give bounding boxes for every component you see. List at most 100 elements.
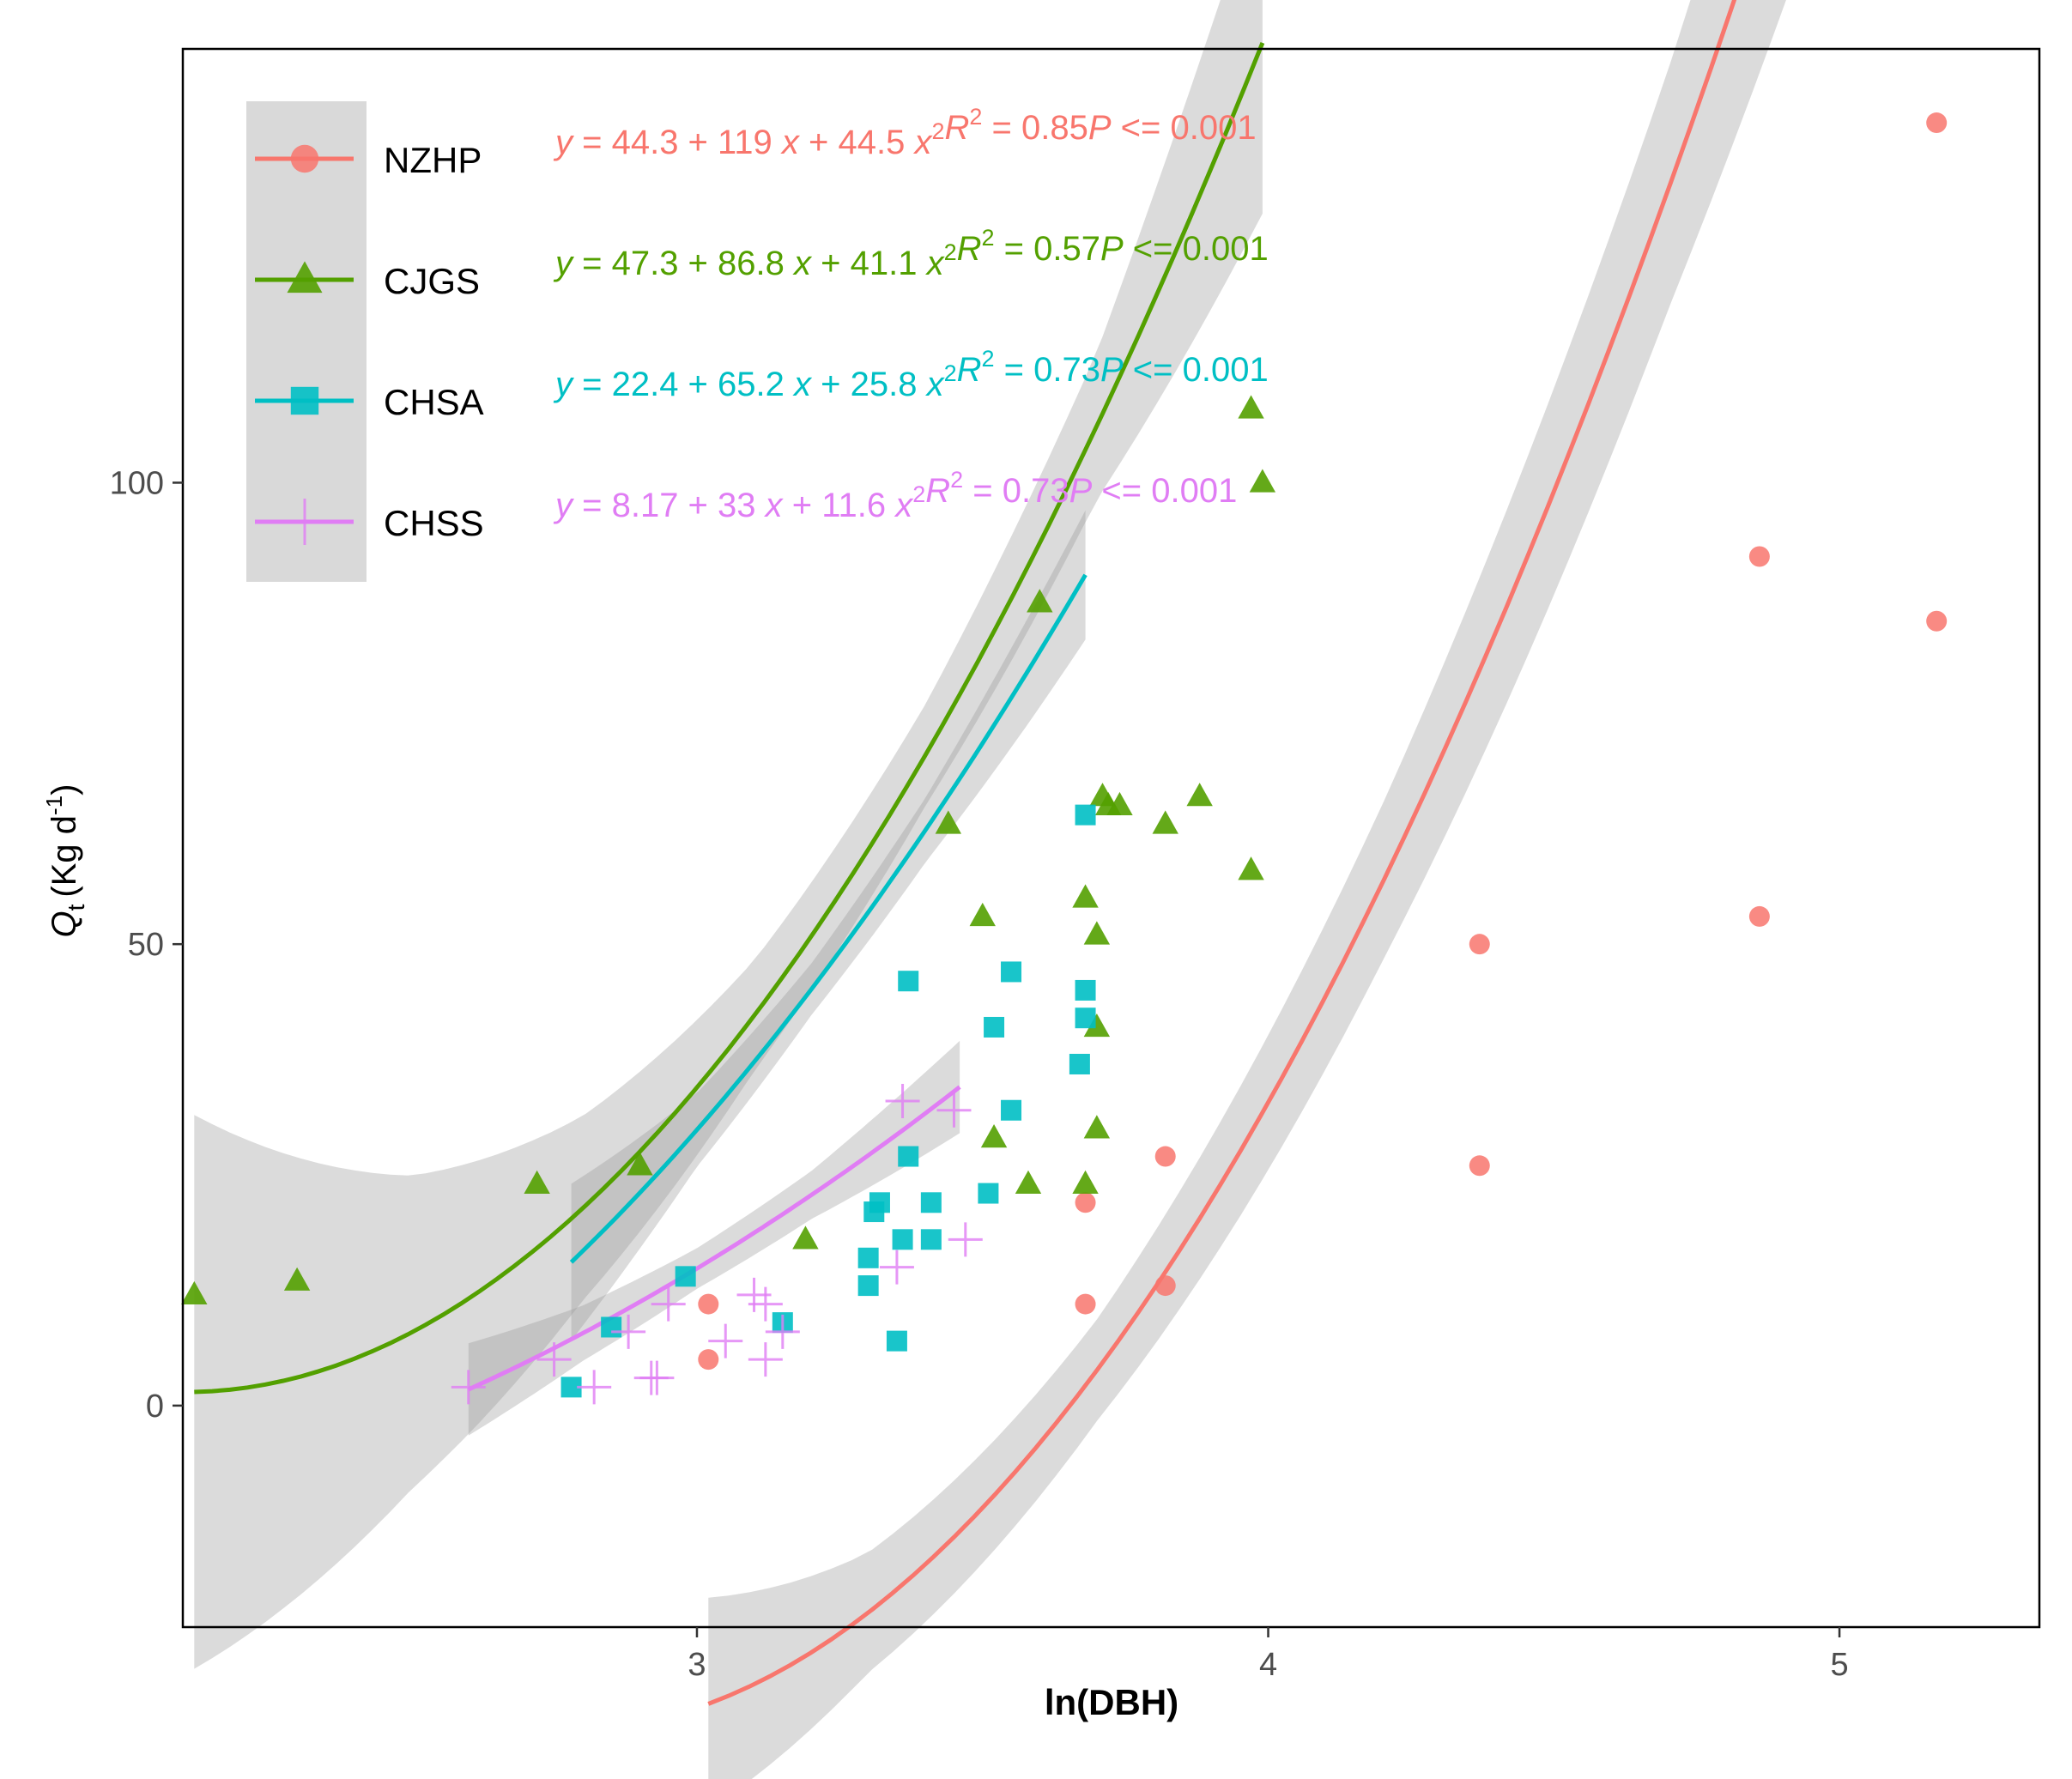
point-chsa-16	[1001, 1099, 1022, 1121]
point-chsa-8	[886, 1330, 907, 1352]
point-cjgs-1	[283, 1267, 311, 1291]
point-cjgs-12	[1083, 921, 1111, 945]
point-nzhp-3	[1075, 1293, 1096, 1315]
point-chss-12	[879, 1250, 914, 1285]
point-nzhp-8	[1748, 546, 1770, 567]
point-chss-9	[748, 1342, 783, 1377]
point-cjgs-5	[935, 810, 962, 834]
point-chsa-9	[892, 1229, 913, 1250]
point-cjgs-9	[1027, 589, 1053, 613]
legend-item-chsa: CHSA	[255, 382, 484, 422]
x-tick-label-3: 3	[688, 1647, 706, 1683]
point-chsa-18	[1069, 1053, 1090, 1074]
y-tick-label-50: 50	[128, 927, 164, 963]
fit-equations: y = 44.3 + 119 x + 44.5 x2R2 = 0.85P <= …	[553, 104, 1269, 524]
equation-chsa: y = 22.4 + 65.2 x + 25.8 x2R2 = 0.73P <=…	[553, 346, 1269, 403]
y-tick-label-100: 100	[110, 465, 164, 501]
point-cjgs-6	[969, 902, 996, 927]
point-chss-3	[611, 1314, 646, 1349]
plot-panel-border	[181, 47, 2041, 1629]
data-points	[181, 112, 1948, 1405]
fit-line-nzhp	[707, 0, 1737, 1706]
y-tick-label-0: 0	[146, 1389, 164, 1425]
point-chss-10	[748, 1286, 783, 1322]
point-cjgs-20	[1238, 856, 1264, 880]
point-chsa-15	[984, 1016, 1005, 1038]
point-cjgs-10	[1072, 1170, 1099, 1194]
point-cjgs-11	[1072, 884, 1099, 908]
confidence-band-cjgs	[194, 0, 1263, 1669]
point-chsa-1	[601, 1316, 622, 1338]
x-tick-label-4: 4	[1259, 1647, 1277, 1683]
point-cjgs-21	[1238, 395, 1264, 419]
point-cjgs-8	[1015, 1170, 1042, 1194]
point-chsa-5	[857, 1247, 879, 1268]
y-axis-title-units-close: )	[45, 784, 83, 796]
point-cjgs-14	[1083, 1013, 1111, 1038]
point-cjgs-19	[1186, 783, 1213, 807]
x-axis-title: ln(DBH)	[1045, 1682, 1178, 1722]
legend-marker-chss	[282, 499, 328, 545]
point-cjgs-4	[792, 1225, 819, 1250]
point-chss-2	[577, 1370, 612, 1405]
y-axis-title-subscript: t	[63, 904, 89, 911]
y-axis-title-units: (Kg d	[45, 815, 83, 898]
point-nzhp-4	[1154, 1146, 1176, 1167]
point-chss-6	[651, 1286, 686, 1322]
fit-line-cjgs	[194, 41, 1265, 1395]
fit-line-chsa	[569, 573, 1087, 1264]
point-nzhp-1	[698, 1349, 719, 1371]
point-cjgs-2	[524, 1170, 550, 1194]
equation-cjgs: y = 47.3 + 86.8 x + 41.1 x2R2 = 0.57P <=…	[553, 225, 1269, 282]
legend-marker-cjgs	[287, 261, 323, 293]
point-chss-15	[948, 1222, 983, 1257]
legend-item-chss: CHSS	[255, 499, 484, 545]
point-nzhp-6	[1469, 934, 1490, 955]
point-nzhp-10	[1926, 112, 1948, 134]
legend-label-cjgs: CJGS	[384, 261, 480, 301]
point-chsa-2	[675, 1266, 696, 1287]
confidence-band-nzhp	[708, 0, 1786, 1779]
point-cjgs-22	[1249, 469, 1276, 493]
point-chss-14	[936, 1092, 972, 1128]
point-chsa-19	[1075, 979, 1096, 1001]
y-axis-title-units-sup: -1	[41, 796, 67, 815]
legend-key-background	[246, 101, 367, 582]
legend-label-nzhp: NZHP	[384, 140, 482, 180]
point-chsa-13	[920, 1229, 942, 1250]
point-chsa-21	[1075, 804, 1096, 826]
legend-marker-chsa	[290, 386, 319, 415]
point-nzhp-5	[1154, 1275, 1176, 1297]
point-chsa-11	[898, 971, 919, 992]
point-chss-7	[708, 1323, 743, 1358]
point-chsa-20	[1075, 1007, 1096, 1029]
point-chss-5	[639, 1360, 675, 1395]
point-chsa-7	[869, 1192, 890, 1213]
confidence-band-chsa	[571, 510, 1086, 1341]
point-cjgs-3	[627, 1152, 653, 1176]
point-cjgs-18	[1152, 810, 1178, 834]
legend-label-chss: CHSS	[384, 503, 484, 543]
fit-line-chss	[467, 1085, 961, 1392]
confidence-band-chss	[468, 1040, 960, 1436]
point-nzhp-7	[1469, 1155, 1490, 1177]
point-nzhp-11	[1926, 610, 1948, 632]
legend-label-chsa: CHSA	[384, 382, 484, 422]
point-chsa-14	[978, 1183, 999, 1204]
equation-nzhp: y = 44.3 + 119 x + 44.5 x2R2 = 0.85P <= …	[553, 104, 1257, 161]
confidence-bands	[194, 0, 1786, 1779]
y-axis-title-q: Q	[45, 911, 83, 937]
point-nzhp-0	[698, 1293, 719, 1315]
point-chss-0	[451, 1370, 486, 1405]
y-axis-title: Qt (Kg d-1)	[41, 784, 89, 938]
point-chss-1	[536, 1342, 572, 1377]
point-nzhp-9	[1748, 905, 1770, 927]
point-cjgs-17	[1106, 791, 1133, 816]
point-cjgs-13	[1083, 1115, 1111, 1139]
point-chsa-4	[857, 1275, 879, 1297]
point-nzhp-2	[1075, 1192, 1096, 1213]
x-tick-label-5: 5	[1830, 1647, 1848, 1683]
